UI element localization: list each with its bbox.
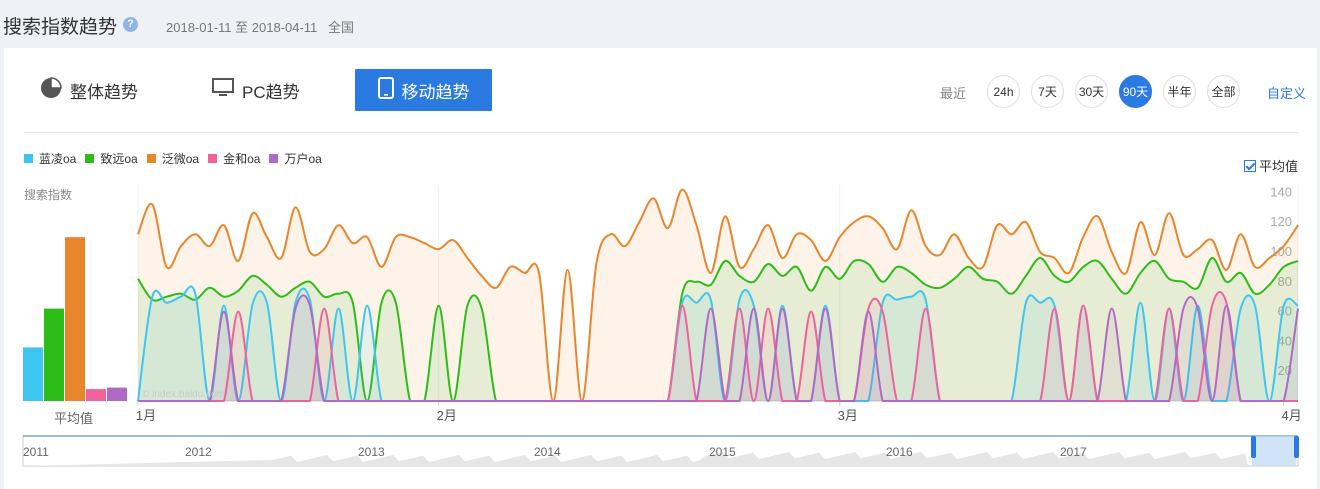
legend-swatch xyxy=(269,154,279,163)
legend-swatch xyxy=(24,154,33,163)
y-tick-label: 120 xyxy=(1270,214,1292,229)
legend-label: 致远oa xyxy=(100,152,138,166)
divider xyxy=(24,132,1299,133)
help-icon[interactable]: ? xyxy=(123,17,138,32)
tab-pc[interactable]: PC趋势 xyxy=(212,69,300,111)
overview-selection xyxy=(1252,436,1296,466)
overview-year-label: 2013 xyxy=(358,445,385,459)
region-label: 全国 xyxy=(328,20,355,35)
average-bar xyxy=(86,389,106,401)
overview-handle xyxy=(1251,436,1256,458)
tab-overall[interactable]: 整体趋势 xyxy=(40,69,138,111)
date-range: 2018-01-11 至 2018-04-11 xyxy=(166,20,318,35)
legend-item[interactable]: 泛微oa xyxy=(146,150,200,167)
series-area xyxy=(138,189,1298,401)
average-bar xyxy=(44,308,64,401)
legend-item[interactable]: 蓝凌oa xyxy=(24,150,76,167)
tab-pc-label: PC趋势 xyxy=(242,82,300,102)
series-area xyxy=(138,257,1298,401)
x-tick-label: 4月 xyxy=(1282,408,1302,423)
time-btn-half-year[interactable]: 半年 xyxy=(1163,75,1196,108)
overview-year-label: 2017 xyxy=(1060,445,1087,459)
legend-item[interactable]: 万户oa xyxy=(269,150,322,167)
average-bar xyxy=(23,347,43,401)
y-tick-label: 100 xyxy=(1270,244,1292,259)
series-area xyxy=(138,295,1298,401)
series-line xyxy=(137,188,1299,403)
legend-label: 金和oa xyxy=(223,152,261,166)
series-line xyxy=(137,256,1299,403)
legend: 蓝凌oa 致远oa 泛微oa 金和oa 万户oa xyxy=(24,150,331,167)
legend-label: 泛微oa xyxy=(161,152,200,166)
x-tick-label: 3月 xyxy=(838,408,858,423)
trend-panel: 整体趋势 PC趋势 移动趋势 最近 24h 7天 30天 90天 半年 全部 自… xyxy=(4,48,1317,489)
average-bar xyxy=(107,387,127,401)
watermark: © index.baidu.com xyxy=(142,389,225,400)
tab-mobile[interactable]: 移动趋势 xyxy=(355,69,492,111)
overview-year-label: 2014 xyxy=(534,445,561,459)
y-tick-label: 40 xyxy=(1278,333,1292,348)
time-btn-all[interactable]: 全部 xyxy=(1207,75,1240,108)
legend-label: 万户oa xyxy=(284,152,322,166)
page-title: 搜索指数趋势 xyxy=(3,17,118,38)
overview-year-label: 2011 xyxy=(23,445,49,459)
average-toggle-label: 平均值 xyxy=(1259,159,1299,174)
average-toggle[interactable]: 平均值 xyxy=(1244,156,1298,175)
overview-handle xyxy=(1294,436,1299,458)
custom-range-link[interactable]: 自定义 xyxy=(1267,86,1307,101)
y-tick-label: 140 xyxy=(1270,184,1292,199)
legend-item[interactable]: 致远oa xyxy=(85,150,138,167)
time-btn-7d[interactable]: 7天 xyxy=(1031,75,1064,108)
tab-overall-label: 整体趋势 xyxy=(70,82,138,102)
y-axis-title: 搜索指数 xyxy=(24,188,73,202)
legend-swatch xyxy=(146,154,156,163)
x-tick-label: 1月 xyxy=(136,408,156,423)
overview-year-label: 2012 xyxy=(185,445,212,459)
overview-year-label: 2015 xyxy=(709,445,736,459)
time-btn-24h[interactable]: 24h xyxy=(987,75,1020,108)
time-filter-label: 最近 xyxy=(940,86,967,101)
legend-item[interactable]: 金和oa xyxy=(208,150,260,167)
overview-year-label: 2016 xyxy=(886,445,913,459)
legend-swatch xyxy=(85,154,95,163)
overview-history xyxy=(23,452,1248,466)
time-btn-90d[interactable]: 90天 xyxy=(1119,75,1152,108)
legend-label: 蓝凌oa xyxy=(39,152,77,166)
average-bars-label: 平均值 xyxy=(54,411,94,426)
header-bar: 搜索指数趋势 ? 2018-01-11 至 2018-04-11 全国 xyxy=(0,0,1320,48)
series-area xyxy=(138,286,1298,401)
x-tick-label: 2月 xyxy=(437,408,457,423)
y-tick-label: 80 xyxy=(1278,274,1292,289)
time-btn-30d[interactable]: 30天 xyxy=(1075,75,1108,108)
pie-chart-icon xyxy=(40,76,62,104)
average-bar xyxy=(65,237,85,401)
tab-mobile-label: 移动趋势 xyxy=(401,82,470,102)
series-line xyxy=(138,291,1298,403)
checkbox-checked-icon[interactable] xyxy=(1244,159,1256,172)
series-line xyxy=(138,294,1299,403)
monitor-icon xyxy=(212,77,234,103)
mobile-icon xyxy=(377,76,394,104)
legend-swatch xyxy=(208,154,218,163)
